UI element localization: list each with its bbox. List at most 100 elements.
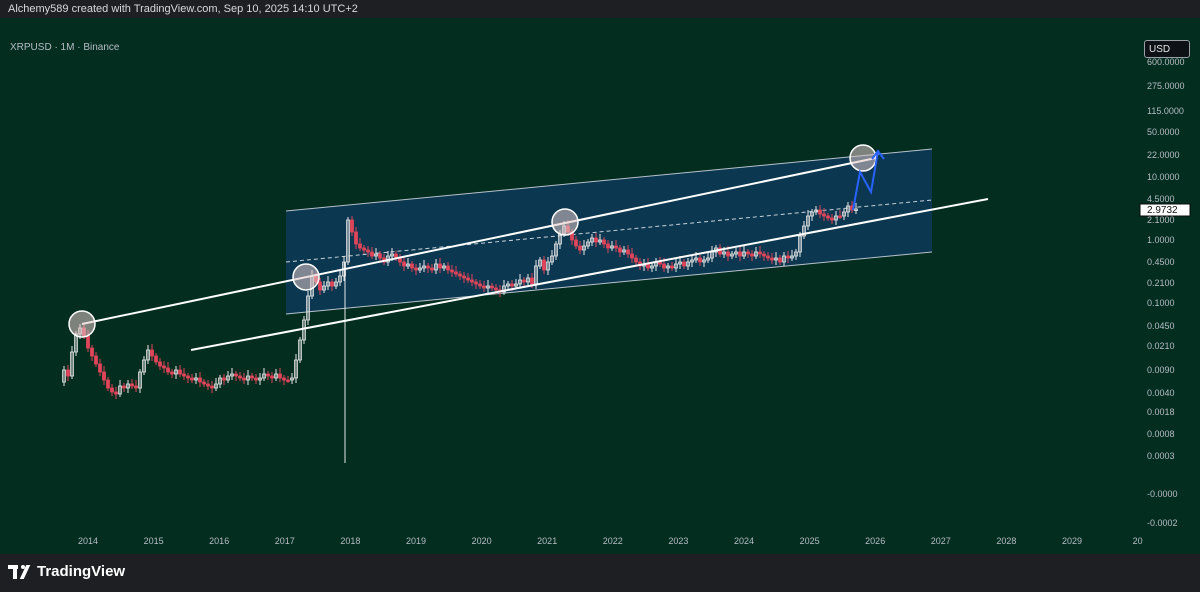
candle-body [122,385,126,389]
candle-body [734,251,738,255]
candle-body [582,245,586,251]
candle-body [606,243,610,249]
time-tick-label: 2016 [209,536,229,546]
touch-circle-2017[interactable] [292,263,320,291]
candle-body [826,215,830,219]
candle-body [442,265,446,269]
candle-body [462,275,466,279]
price-tick-label: 1.0000 [1147,235,1175,245]
candle-body [210,385,214,389]
price-tick-label: 2.1000 [1147,215,1175,225]
candle-body [490,285,494,289]
candle-body [590,237,594,243]
price-tick-label: -0.0002 [1147,518,1178,528]
candle-body [510,283,514,287]
candle-body [142,359,146,373]
projection-path[interactable] [852,150,879,211]
candle-body [110,387,114,393]
candle-body [194,377,198,381]
price-axis-area [1138,18,1200,554]
last-price-box [1139,203,1191,217]
candle-body [586,241,590,247]
candle-body [522,279,526,283]
candle-body [186,375,190,379]
candle-body [762,253,766,257]
price-tick-label: 0.0040 [1147,388,1175,398]
price-tick-label: 0.0450 [1147,321,1175,331]
candle-body [602,239,606,245]
touch-circle-2021[interactable] [551,208,579,236]
candle-body [150,349,154,357]
candle-body [218,377,222,385]
candle-body [270,375,274,379]
candle-body [786,255,790,259]
candle-body [538,259,542,267]
candle-body [182,373,186,377]
time-tick-label: 2021 [537,536,557,546]
candle-body [750,253,754,257]
candle-body [530,277,534,285]
candle-body [578,245,582,251]
time-tick-label: 2027 [931,536,951,546]
candle-body [834,215,838,221]
price-chart[interactable]: 600.0000 275.0000 115.0000 50.0000 22.0000 10… [0,18,1200,554]
candle-body [810,211,814,217]
candle-body [698,257,702,263]
candle-body [202,381,206,385]
candle-body [102,371,106,381]
candle-body [390,253,394,257]
candle-body [846,205,850,213]
candle-body [782,255,786,263]
candle-body [454,271,458,275]
candle-body [550,255,554,263]
price-tick-label: 275.0000 [1147,81,1185,91]
time-tick-label: 2025 [800,536,820,546]
candle-body [474,281,478,285]
tradingview-logo[interactable]: TradingView [8,563,125,580]
candle-body [126,383,130,389]
candle-body [366,249,370,253]
candle-body [814,209,818,213]
candle-body [138,371,142,389]
candle-body [238,375,242,379]
candle-body [294,359,298,379]
candle-body [98,363,102,373]
candle-body [526,277,530,283]
time-tick-label: 2022 [603,536,623,546]
candle-body [806,215,810,227]
channel-lower-border[interactable] [285,251,933,315]
price-tick-label: 0.2100 [1147,278,1175,288]
candle-body [438,263,442,269]
channel-upper-border[interactable] [285,148,933,212]
touch-circle-2013[interactable] [68,310,96,338]
price-tick-label: 0.0008 [1147,429,1175,439]
candle-body [738,251,742,257]
time-tick-label: 2024 [734,536,754,546]
candle-body [226,375,230,381]
candle-body [542,259,546,271]
candle-body [842,211,846,217]
candle-body [674,263,678,269]
candle-body [198,377,202,383]
upper-trendline[interactable] [81,157,877,325]
credit-bar: Alchemy589 created with TradingView.com,… [0,0,1200,18]
candle-body [410,263,414,269]
chart-frame[interactable]: 600.0000 275.0000 115.0000 50.0000 22.0000 10… [0,18,1200,554]
candle-body [686,261,690,267]
candle-body [466,277,470,281]
candle-body [854,208,858,211]
candle-body [130,383,134,387]
candle-body [370,251,374,257]
candle-body [378,253,382,259]
candle-body [114,391,118,395]
currency-button[interactable]: USD [1144,40,1190,58]
candle-body [470,279,474,283]
candle-body [790,255,794,259]
candle-body [90,347,94,357]
candle-body [174,369,178,375]
candle-body [494,287,498,291]
candle-body [326,281,330,287]
candle-body [702,259,706,263]
candle-body [234,373,238,377]
lower-trendline[interactable] [190,198,989,351]
